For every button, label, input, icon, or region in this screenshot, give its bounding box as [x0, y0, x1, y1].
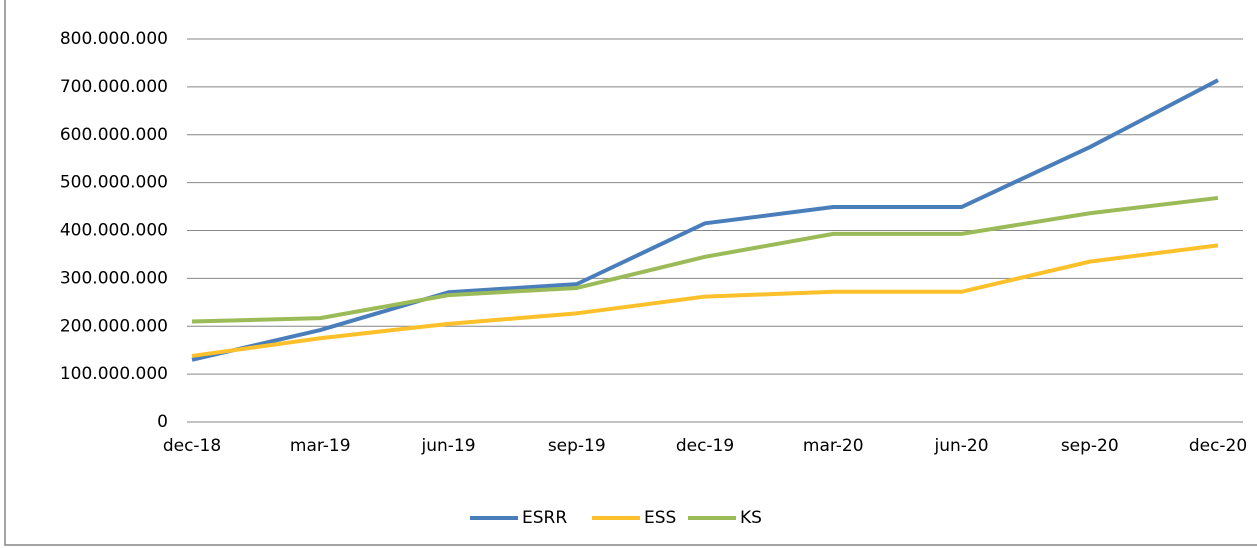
x-tick-label: dec-19	[676, 436, 734, 456]
x-tick-label: mar-19	[290, 436, 351, 456]
series-line	[191, 243, 1219, 358]
legend-label: KS	[740, 508, 762, 528]
y-tick-label: 700.000.000	[60, 77, 168, 97]
y-tick-label: 400.000.000	[60, 221, 168, 241]
x-tick-label: sep-19	[548, 436, 606, 456]
y-tick-label: 500.000.000	[60, 173, 168, 193]
x-tick-label: jun-20	[933, 436, 988, 456]
legend-label: ESS	[644, 508, 676, 528]
y-tick-label: 300.000.000	[60, 268, 168, 288]
y-tick-label: 600.000.000	[60, 125, 168, 145]
y-tick-label: 100.000.000	[60, 364, 168, 384]
x-tick-label: mar-20	[803, 436, 864, 456]
y-tick-label: 800.000.000	[60, 29, 168, 49]
series-line	[191, 78, 1219, 362]
series-line	[191, 195, 1219, 324]
x-tick-label: jun-19	[420, 436, 475, 456]
chart-frame	[4, 0, 1257, 546]
legend-label: ESRR	[522, 508, 567, 528]
x-tick-label: sep-20	[1061, 436, 1119, 456]
x-tick-label: dec-18	[163, 436, 221, 456]
y-tick-label: 0	[157, 412, 168, 432]
y-tick-label: 200.000.000	[60, 316, 168, 336]
x-tick-label: dec-20	[1189, 436, 1247, 456]
